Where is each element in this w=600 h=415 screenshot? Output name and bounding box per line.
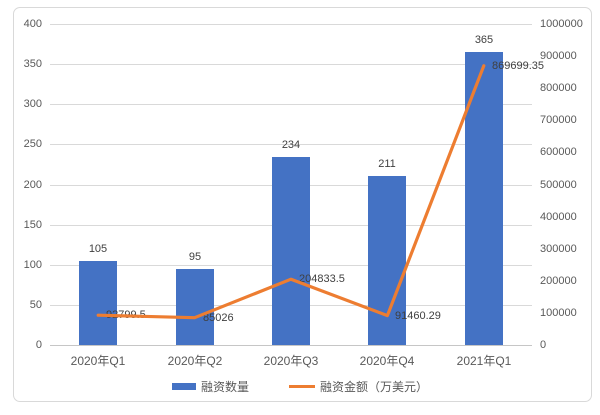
line-path [96, 64, 486, 320]
legend-bar-swatch-icon [171, 382, 196, 390]
legend-line-swatch-icon [289, 384, 315, 388]
legend-item: 融资数量 [171, 378, 249, 395]
legend-label: 融资金额（万美元） [320, 379, 429, 394]
legend-label: 融资数量 [200, 379, 249, 394]
legend: 融资数量 融资金额（万美元） [14, 377, 586, 395]
legend-item: 融资金额（万美元） [289, 378, 428, 395]
